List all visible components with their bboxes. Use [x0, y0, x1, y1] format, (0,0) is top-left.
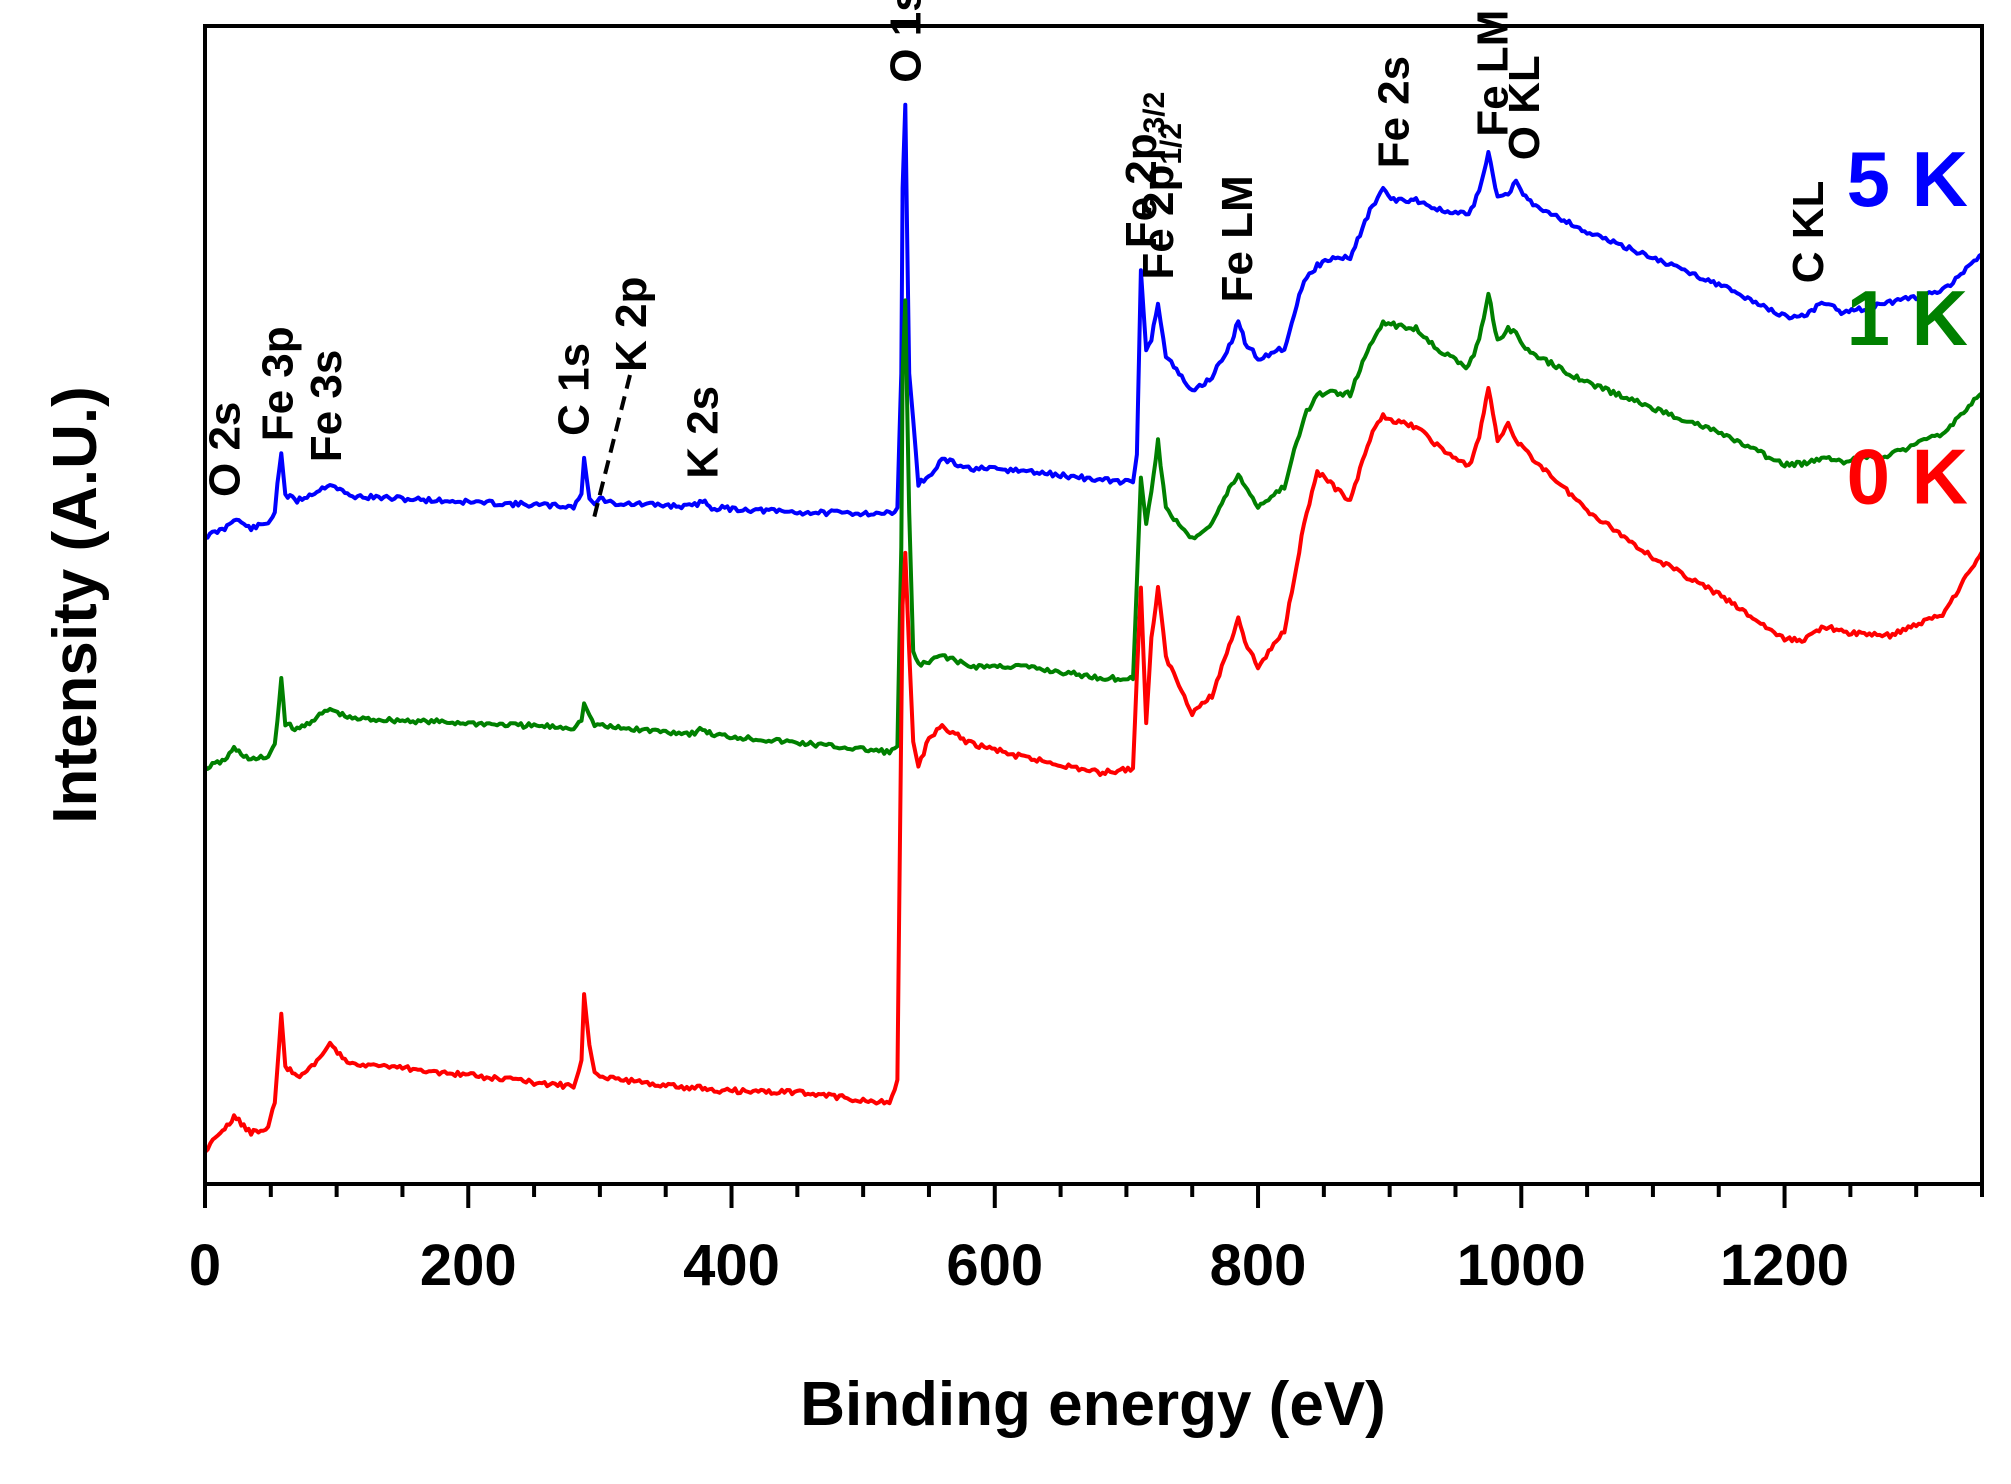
peak-label: Fe 3p: [253, 326, 302, 441]
y-axis-title: Intensity (A.U.): [41, 386, 110, 823]
x-tick-label: 600: [946, 1233, 1043, 1298]
peak-label: Fe LM: [1213, 175, 1262, 302]
series-label-0k: 0 K: [1847, 433, 1968, 521]
peak-label: Fe LM: [1468, 10, 1517, 137]
x-tick-label: 0: [189, 1233, 221, 1298]
peak-label: O KL: [1500, 55, 1549, 160]
k2p-leader-line: [592, 374, 632, 519]
peak-label: C 1s: [550, 343, 599, 436]
x-tick-label: 1000: [1457, 1233, 1586, 1298]
peak-label: O 2s: [201, 402, 250, 497]
series-line-1k: [203, 291, 1984, 771]
plot-frame: [203, 24, 1984, 1186]
x-tick-label: 800: [1210, 1233, 1307, 1298]
series-curves: [203, 102, 1984, 1154]
x-tick-label: 400: [683, 1233, 780, 1298]
series-label-1k: 1 K: [1847, 274, 1968, 362]
series-line-5k: [204, 102, 1984, 540]
x-tick-label: 200: [420, 1233, 517, 1298]
peak-label: Fe 2s: [1370, 56, 1419, 169]
series-labels: 5 K 1 K 0 K: [1847, 135, 1968, 521]
series-line-0k: [203, 386, 1984, 1154]
x-axis-ticks: [203, 1184, 1984, 1208]
x-axis-tick-labels: 0 200 400 600 800 1000 1200: [189, 1233, 1849, 1298]
series-label-5k: 5 K: [1847, 135, 1968, 223]
peak-label: Fe 3s: [302, 350, 351, 463]
peak-label: C KL: [1784, 181, 1833, 284]
peak-label: Fe 2p1/2: [1134, 123, 1188, 280]
peak-label: K 2s: [679, 386, 728, 479]
x-axis-title: Binding energy (eV): [800, 1370, 1386, 1439]
peak-label: O 1s: [881, 0, 930, 83]
x-tick-label: 1200: [1720, 1233, 1849, 1298]
peak-label: K 2p: [607, 277, 656, 372]
